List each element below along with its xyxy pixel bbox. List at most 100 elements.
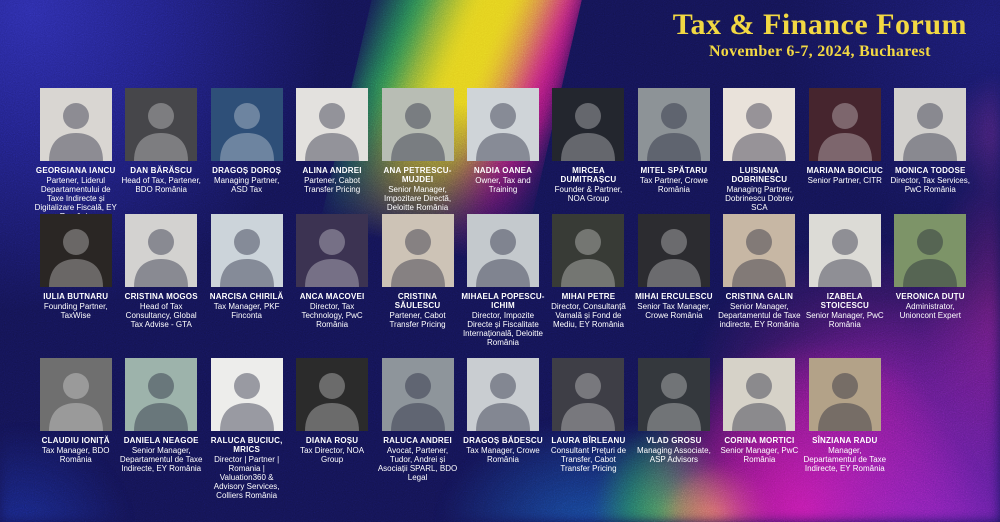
speaker-photo xyxy=(723,88,796,161)
speaker-card: MARIANA BOICIUC Senior Partner, CITR xyxy=(802,88,887,221)
speaker-name: RALUCA BUCIUC, MRICS xyxy=(210,436,283,454)
speaker-name: NADIA OANEA xyxy=(473,166,533,175)
speaker-caption: DAN BĂRĂSCU Head of Tax, Partener, BDO R… xyxy=(118,166,203,194)
speaker-photo xyxy=(210,214,283,287)
speaker-name: IZABELA STOICESCU xyxy=(820,292,869,310)
speaker-caption: MIHAI PETRE Director, Consultanță Vamală… xyxy=(546,292,631,329)
speaker-caption: GEORGIANA IANCU Partener, Liderul Depart… xyxy=(33,166,118,221)
speaker-title: Senior Manager, PwC România xyxy=(805,311,884,329)
speaker-title: Director | Partner | Romania | Valuation… xyxy=(213,455,280,500)
speaker-card: CRISTINA GALIN Senior Manager, Departame… xyxy=(717,214,802,347)
speaker-card: DRAGOȘ BĂDESCU Tax Manager, Crowe Români… xyxy=(460,358,545,500)
speaker-title: Senior Tax Manager, Crowe România xyxy=(637,302,711,320)
speaker-photo xyxy=(723,358,796,431)
speaker-title: Administrator, Unioncont Expert xyxy=(899,302,961,320)
person-silhouette-icon xyxy=(219,373,274,431)
speaker-photo xyxy=(296,358,369,431)
speaker-caption: MARIANA BOICIUC Senior Partner, CITR xyxy=(802,166,887,185)
speaker-name: DRAGOȘ DOROȘ xyxy=(212,166,282,175)
person-silhouette-icon xyxy=(475,373,530,431)
speaker-caption: SÎNZIANA RADU Manager, Departamentul de … xyxy=(802,436,887,473)
speaker-title: Tax Manager, PKF Finconta xyxy=(213,302,280,320)
speaker-name: MIHAI PETRE xyxy=(561,292,616,301)
person-silhouette-icon xyxy=(903,229,958,287)
speaker-photo xyxy=(466,358,539,431)
speaker-title: Head of Tax, Partener, BDO România xyxy=(121,176,201,194)
speaker-card: GEORGIANA IANCU Partener, Liderul Depart… xyxy=(33,88,118,221)
speaker-card: NARCISA CHIRILĂ Tax Manager, PKF Fincont… xyxy=(204,214,289,347)
speaker-caption: DIANA ROȘU Tax Director, NOA Group xyxy=(289,436,374,464)
person-silhouette-icon xyxy=(817,229,872,287)
speaker-name: CRISTINA MOGOS xyxy=(124,292,198,301)
speaker-title: Senior Partner, CITR xyxy=(807,176,882,185)
person-silhouette-icon xyxy=(390,103,445,161)
speaker-card: IULIA BUTNARU Founding Partner, TaxWise xyxy=(33,214,118,347)
speaker-caption: DANIELA NEAGOE Senior Manager, Departame… xyxy=(118,436,203,473)
speaker-photo xyxy=(125,358,198,431)
speaker-photo xyxy=(808,88,881,161)
person-silhouette-icon xyxy=(817,373,872,431)
speaker-caption: MIRCEA DUMITRAȘCU Founder & Partner, NOA… xyxy=(546,166,631,203)
speaker-caption: CLAUDIU IONIȚĂ Tax Manager, BDO România xyxy=(33,436,118,464)
speaker-name: SÎNZIANA RADU xyxy=(812,436,878,445)
speakers-row-1: GEORGIANA IANCU Partener, Liderul Depart… xyxy=(33,88,973,221)
speaker-caption: RALUCA ANDREI Avocat, Partener, Tudor, A… xyxy=(375,436,460,482)
speaker-caption: LAURA BÎRLEANU Consultant Prețuri de Tra… xyxy=(546,436,631,473)
person-silhouette-icon xyxy=(561,229,616,287)
speaker-photo xyxy=(381,358,454,431)
speaker-photo xyxy=(552,358,625,431)
speaker-title: Director, Tax Technology, PwC România xyxy=(301,302,363,329)
speaker-name: IULIA BUTNARU xyxy=(43,292,109,301)
person-silhouette-icon xyxy=(48,373,103,431)
speaker-caption: CRISTINA SĂULESCU Partener, Cabot Transf… xyxy=(375,292,460,329)
speaker-photo xyxy=(39,358,112,431)
speaker-name: LUISIANA DOBRINESCU xyxy=(731,166,788,184)
speaker-caption: MIHAELA POPESCU-ICHIM Director, Impozite… xyxy=(460,292,545,347)
speaker-name: RALUCA ANDREI xyxy=(383,436,452,445)
header: Tax & Finance Forum November 6-7, 2024, … xyxy=(673,8,967,61)
speaker-name: CLAUDIU IONIȚĂ xyxy=(41,436,110,445)
person-silhouette-icon xyxy=(561,373,616,431)
speaker-card: VERONICA DUȚU Administrator, Unioncont E… xyxy=(888,214,973,347)
speaker-photo xyxy=(466,214,539,287)
speaker-name: ANCA MACOVEI xyxy=(299,292,365,301)
speaker-title: Director, Impozite Directe și Fiscalitat… xyxy=(462,311,544,347)
speaker-card: MIHAELA POPESCU-ICHIM Director, Impozite… xyxy=(460,214,545,347)
speaker-photo xyxy=(894,214,967,287)
speaker-name: GEORGIANA IANCU xyxy=(35,166,116,175)
person-silhouette-icon xyxy=(305,229,360,287)
speaker-photo xyxy=(637,214,710,287)
speaker-card: CRISTINA MOGOS Head of Tax Consultancy, … xyxy=(118,214,203,347)
person-silhouette-icon xyxy=(817,103,872,161)
speaker-photo xyxy=(296,214,369,287)
speaker-photo xyxy=(723,214,796,287)
event-subtitle: November 6-7, 2024, Bucharest xyxy=(708,43,931,60)
speaker-title: Senior Manager, Impozitare Directă, Delo… xyxy=(383,185,452,212)
speaker-caption: LUISIANA DOBRINESCU Managing Partner, Do… xyxy=(717,166,802,212)
speaker-name: MITEL SPĂTARU xyxy=(640,166,708,175)
speaker-title: Consultant Prețuri de Transfer, Cabot Tr… xyxy=(550,446,627,473)
speaker-photo xyxy=(466,88,539,161)
speaker-title: Partener, Cabot Transfer Pricing xyxy=(389,311,446,329)
speaker-photo xyxy=(125,88,198,161)
speaker-card: SÎNZIANA RADU Manager, Departamentul de … xyxy=(802,358,887,500)
speaker-card: LUISIANA DOBRINESCU Managing Partner, Do… xyxy=(717,88,802,221)
speaker-photo xyxy=(39,214,112,287)
speaker-title: Partener, Cabot Transfer Pricing xyxy=(304,176,361,194)
speaker-title: Tax Partner, Crowe România xyxy=(639,176,708,194)
speaker-caption: MITEL SPĂTARU Tax Partner, Crowe România xyxy=(631,166,716,194)
person-silhouette-icon xyxy=(732,229,787,287)
speaker-name: ANA PETRESCU-MUJDEI xyxy=(383,166,452,184)
speaker-title: Director, Tax Services, PwC România xyxy=(890,176,970,194)
speaker-title: Avocat, Partener, Tudor, Andrei și Asoci… xyxy=(377,446,458,482)
speaker-name: MIRCEA DUMITRAȘCU xyxy=(560,166,617,184)
speaker-photo xyxy=(637,358,710,431)
speaker-card: VLAD GROSU Managing Associate, ASP Advis… xyxy=(631,358,716,500)
speaker-title: Founding Partner, TaxWise xyxy=(43,302,108,320)
speaker-card: LAURA BÎRLEANU Consultant Prețuri de Tra… xyxy=(546,358,631,500)
speaker-caption: ALINA ANDREI Partener, Cabot Transfer Pr… xyxy=(289,166,374,194)
person-silhouette-icon xyxy=(134,229,189,287)
speaker-title: Managing Partner, ASD Tax xyxy=(213,176,280,194)
speaker-name: MIHAI ERCULESCU xyxy=(635,292,713,301)
